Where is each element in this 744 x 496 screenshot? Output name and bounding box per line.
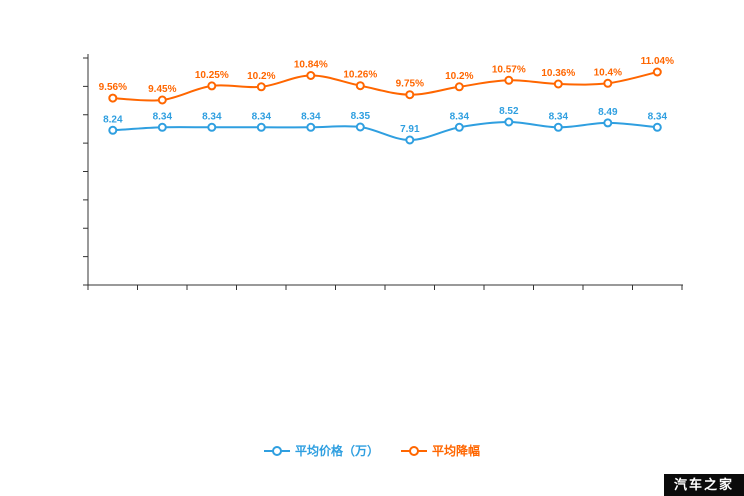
data-point[interactable] bbox=[355, 81, 365, 91]
data-label: 10.57% bbox=[492, 64, 526, 75]
data-label: 10.36% bbox=[541, 68, 575, 79]
data-label: 8.34 bbox=[549, 111, 569, 122]
data-label: 10.25% bbox=[195, 70, 229, 81]
legend-item-avg-discount[interactable]: 平均降幅 bbox=[401, 444, 480, 458]
data-point[interactable] bbox=[652, 67, 662, 77]
data-label: 8.34 bbox=[153, 111, 173, 122]
data-label: 8.34 bbox=[450, 111, 470, 122]
data-label: 9.56% bbox=[99, 82, 127, 93]
data-label: 10.26% bbox=[343, 70, 377, 81]
data-label: 7.91 bbox=[400, 124, 420, 135]
data-label: 10.84% bbox=[294, 60, 328, 71]
data-point[interactable] bbox=[157, 122, 167, 132]
data-point[interactable] bbox=[256, 122, 266, 132]
marker-dot-icon bbox=[271, 446, 282, 456]
data-label: 8.34 bbox=[301, 111, 321, 122]
chart-legend: 平均价格（万） 平均降幅 bbox=[0, 444, 744, 458]
data-label: 8.52 bbox=[499, 106, 519, 117]
data-point[interactable] bbox=[454, 82, 464, 92]
data-label: 8.34 bbox=[648, 111, 668, 122]
data-point[interactable] bbox=[157, 95, 167, 105]
legend-label-avg-discount: 平均降幅 bbox=[432, 444, 481, 458]
data-point[interactable] bbox=[652, 122, 662, 132]
data-label: 9.75% bbox=[396, 79, 424, 90]
data-point[interactable] bbox=[504, 117, 514, 127]
data-point[interactable] bbox=[553, 79, 563, 89]
data-label: 8.35 bbox=[351, 111, 371, 122]
legend-label-avg-price: 平均价格（万） bbox=[294, 444, 379, 458]
data-point[interactable] bbox=[504, 75, 514, 85]
line-series-marker-icon bbox=[401, 445, 427, 457]
data-point[interactable] bbox=[454, 122, 464, 132]
data-label: 11.04% bbox=[641, 56, 674, 67]
data-point[interactable] bbox=[603, 118, 613, 128]
data-point[interactable] bbox=[306, 71, 316, 80]
data-point[interactable] bbox=[405, 135, 415, 145]
data-point[interactable] bbox=[405, 90, 415, 100]
data-point[interactable] bbox=[207, 81, 217, 91]
data-point[interactable] bbox=[256, 82, 266, 92]
data-point[interactable] bbox=[306, 122, 316, 132]
data-point[interactable] bbox=[207, 122, 217, 132]
autohome-watermark: 汽车之家 bbox=[663, 474, 744, 496]
marker-dot-icon bbox=[409, 446, 419, 456]
data-point[interactable] bbox=[603, 78, 613, 88]
legend-item-avg-price[interactable]: 平均价格（万） bbox=[263, 444, 379, 458]
data-label: 9.45% bbox=[148, 84, 176, 95]
data-label: 8.49 bbox=[598, 107, 618, 118]
data-label: 8.24 bbox=[103, 114, 123, 125]
line-series-marker-icon bbox=[263, 445, 290, 457]
data-label: 8.34 bbox=[202, 111, 222, 122]
data-label: 10.2% bbox=[247, 71, 275, 82]
data-point[interactable] bbox=[553, 122, 563, 132]
data-point[interactable] bbox=[108, 125, 118, 135]
data-label: 8.34 bbox=[252, 111, 272, 122]
data-point[interactable] bbox=[355, 122, 365, 132]
data-label: 10.2% bbox=[445, 71, 473, 82]
data-point[interactable] bbox=[108, 93, 118, 103]
data-label: 10.4% bbox=[594, 67, 622, 78]
series-line-0 bbox=[112, 120, 658, 142]
